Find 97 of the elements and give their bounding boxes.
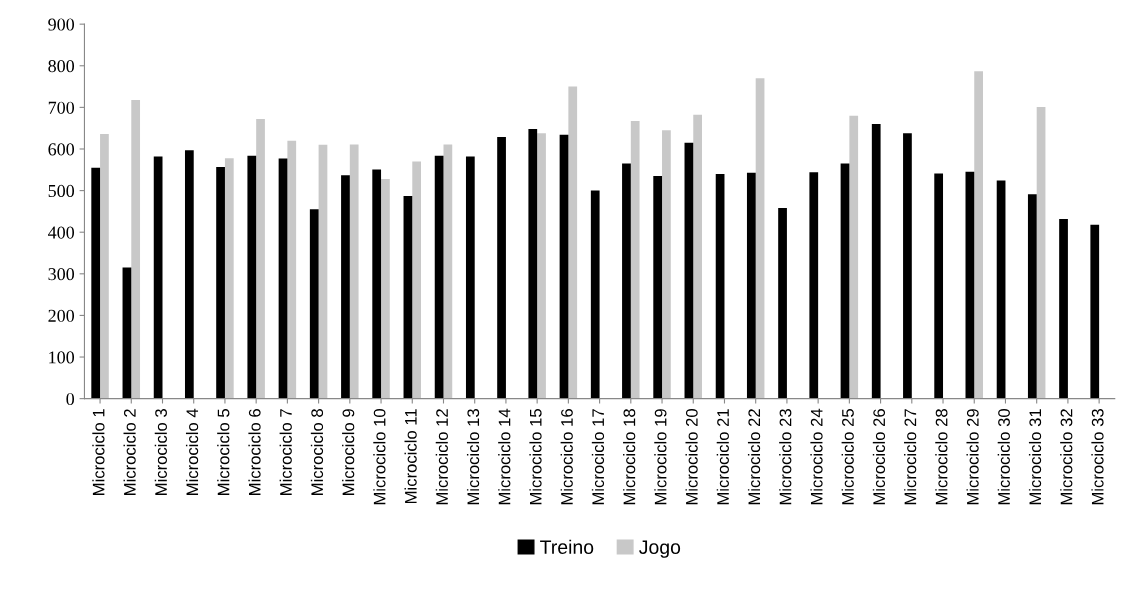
bar	[91, 167, 101, 399]
bar	[256, 119, 265, 399]
x-tick-label: Microciclo 1	[92, 409, 105, 495]
bar	[934, 173, 944, 399]
bar	[778, 208, 787, 399]
bar	[247, 155, 257, 399]
bar	[372, 169, 382, 399]
bar	[559, 134, 569, 399]
x-tick-label: Microciclo 30	[997, 409, 1010, 505]
x-tick-label: Microciclo 16	[560, 409, 573, 505]
x-tick-label: Microciclo 28	[935, 409, 948, 505]
bar	[1059, 218, 1068, 399]
bar	[684, 142, 694, 399]
x-tick-label: Microciclo 18	[623, 409, 636, 505]
x-tick-label: Microciclo 7	[279, 409, 292, 495]
x-tick-label: Microciclo 2	[123, 409, 136, 495]
bar	[224, 158, 234, 399]
bar	[309, 209, 319, 399]
x-tick-label: Microciclo 4	[185, 408, 199, 495]
bar	[100, 134, 109, 399]
bar	[755, 78, 765, 399]
y-tick-label: 100	[49, 351, 75, 364]
bar	[287, 140, 297, 399]
x-tick-label: Microciclo 5	[217, 409, 230, 495]
bar	[809, 172, 819, 399]
x-tick-label: Microciclo 8	[310, 409, 324, 495]
bar	[1036, 106, 1046, 399]
bar	[903, 133, 912, 399]
bar	[537, 133, 546, 399]
bar	[662, 130, 671, 399]
bar	[1090, 224, 1100, 399]
x-tick-label: Microciclo 12	[435, 409, 448, 505]
bar	[965, 171, 975, 399]
x-tick-label: Microciclo 26	[872, 409, 886, 505]
y-tick-label: 800	[48, 60, 75, 73]
y-tick-label: 900	[48, 18, 75, 31]
x-tick-label: Microciclo 29	[966, 409, 979, 505]
x-tick-label: Microciclo 24	[810, 408, 823, 505]
x-tick-label: Microciclo 19	[654, 409, 667, 505]
bar	[630, 121, 640, 399]
bar	[568, 86, 578, 399]
bar	[1027, 194, 1037, 399]
bar	[715, 173, 725, 399]
bar	[412, 161, 422, 399]
bar	[653, 176, 663, 399]
y-tick-label: 600	[48, 143, 75, 156]
x-tick-label: Microciclo 21	[716, 409, 729, 505]
y-tick-label: 300	[48, 268, 75, 281]
x-tick-label: Microciclo 10	[373, 409, 386, 505]
x-tick-label: Microciclo 22	[747, 409, 761, 505]
bar	[278, 158, 288, 399]
bar	[318, 144, 328, 399]
bar	[403, 196, 413, 399]
bar	[497, 136, 506, 399]
bar	[443, 144, 453, 399]
x-tick-label: Microciclo 32	[1060, 409, 1073, 505]
bar	[341, 175, 350, 399]
bar	[434, 155, 444, 399]
bar	[381, 178, 390, 399]
x-tick-label: Microciclo 25	[841, 409, 854, 505]
bar	[746, 172, 756, 399]
bar	[131, 99, 141, 399]
bar	[996, 180, 1006, 399]
bar	[693, 114, 702, 399]
bar	[465, 156, 475, 399]
x-tick-label: Microciclo 6	[248, 409, 261, 495]
y-tick-label: 500	[48, 184, 75, 198]
bar	[122, 267, 132, 399]
bar	[184, 150, 194, 399]
x-tick-label: Microciclo 31	[1028, 409, 1042, 505]
bar	[871, 124, 881, 399]
x-tick-label: Microciclo 9	[342, 409, 355, 495]
x-tick-label: Microciclo 20	[685, 409, 698, 505]
bar	[974, 71, 983, 399]
x-tick-label: Microciclo 13	[466, 409, 480, 505]
x-tick-label: Microciclo 17	[591, 409, 605, 505]
x-tick-label: Microciclo 3	[154, 409, 167, 495]
x-tick-label: Microciclo 23	[779, 409, 792, 505]
y-tick-label: 400	[48, 226, 75, 239]
bar	[349, 144, 359, 399]
bar	[840, 163, 850, 399]
y-tick-label: 0	[66, 392, 75, 406]
x-tick-label: Microciclo 11	[404, 409, 417, 504]
bar	[153, 156, 163, 399]
legend-label: Jogo	[639, 540, 681, 558]
bar	[849, 115, 859, 399]
x-tick-label: Microciclo 27	[904, 409, 917, 505]
y-tick-label: 200	[48, 309, 75, 322]
bar	[622, 163, 631, 399]
bar	[528, 129, 538, 399]
x-tick-label: Microciclo 15	[529, 409, 542, 505]
bar	[590, 190, 600, 399]
legend-label: Treino	[540, 539, 594, 554]
x-tick-label: Microciclo 14	[498, 408, 511, 505]
bar	[216, 166, 225, 399]
y-tick-label: 700	[48, 101, 75, 114]
x-tick-label: Microciclo 33	[1091, 409, 1104, 505]
